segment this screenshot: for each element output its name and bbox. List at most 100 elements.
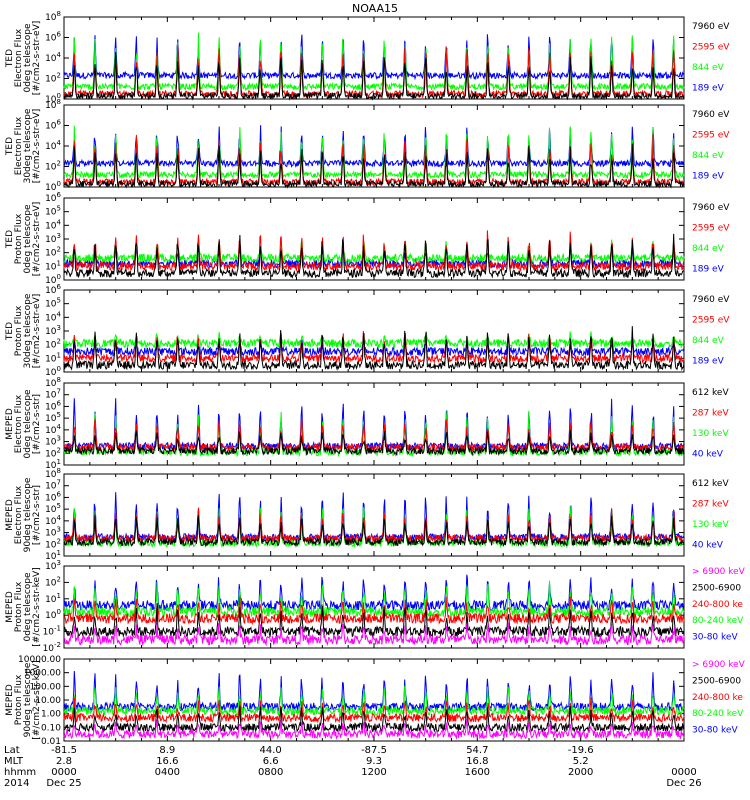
y-tick-label: 10.00 bbox=[35, 696, 61, 706]
y-axis-label: TED bbox=[5, 230, 15, 249]
legend-entry: 287 keV bbox=[692, 409, 729, 419]
y-tick-label: 106 bbox=[45, 31, 61, 44]
series-line-612-kev bbox=[63, 515, 685, 548]
series-line-7960-ev bbox=[63, 143, 685, 189]
panel-8: 0.01 0.10 1.00 10.00 100.00 1000.00 10000.00 ME… bbox=[5, 655, 746, 747]
y-tick-label: 101 bbox=[45, 592, 61, 605]
x-tick-label: 16.8 bbox=[466, 756, 488, 767]
series-line-287-kev bbox=[63, 507, 685, 544]
y-tick-label: 106 bbox=[45, 119, 61, 132]
y-tick-label: 102 bbox=[45, 160, 61, 173]
y-tick-label: 10000.00 bbox=[18, 655, 61, 665]
y-tick-label: 106 bbox=[45, 399, 61, 412]
y-tick-label: 107 bbox=[45, 388, 61, 401]
y-axis-label: Electron Flux bbox=[14, 116, 24, 175]
y-tick-label: 100 bbox=[45, 273, 61, 286]
y-tick-label: 104 bbox=[45, 310, 61, 323]
legend-entry: 30-80 keV bbox=[692, 633, 738, 643]
y-axis-label: 0deg telescope bbox=[23, 572, 33, 642]
y-axis-label: 30deg telescope bbox=[23, 108, 33, 183]
x-tick-label: 1200 bbox=[361, 767, 386, 778]
y-axis-label: 90deg telescope bbox=[23, 477, 33, 552]
chart-title: NOAA15 bbox=[352, 2, 398, 15]
legend-entry: 80-240 keV bbox=[692, 709, 744, 719]
legend-entry: 287 keV bbox=[692, 500, 729, 510]
series-line-189-ev bbox=[63, 337, 685, 358]
series-line-30-80-kev bbox=[63, 670, 685, 713]
x-tick-label: -19.6 bbox=[568, 745, 594, 756]
panel-7: 10-2 10-1 100 101 102 103 MEPED Proton Flux 0deg… bbox=[5, 559, 746, 654]
y-axis-label: [#/cm2-s-str-eV] bbox=[32, 294, 42, 369]
y-axis-label: [#/cm2-s-str] bbox=[32, 485, 42, 545]
y-tick-label: 105 bbox=[45, 297, 61, 310]
y-axis-label: 90deg telescope bbox=[23, 662, 33, 737]
x-row-label-mlt: MLT bbox=[4, 756, 24, 767]
legend-entry: 240-800 ke bbox=[692, 600, 743, 610]
y-axis-label: TED bbox=[5, 49, 15, 68]
y-axis-label: Electron Flux bbox=[14, 28, 24, 87]
y-tick-label: 102 bbox=[45, 338, 61, 351]
y-axis-label: Proton Flux bbox=[14, 305, 24, 356]
y-axis-label: Electron Flux bbox=[14, 394, 24, 453]
y-axis-label: 30deg telescope bbox=[23, 293, 33, 368]
y-axis-label: Proton Flux bbox=[14, 581, 24, 632]
legend-entry: 40 keV bbox=[692, 541, 724, 551]
y-tick-label: 100.00 bbox=[30, 682, 62, 692]
series-line-2500-6900 bbox=[63, 603, 685, 639]
series-line-2595-ev bbox=[63, 331, 685, 364]
x-tick-label: 5.2 bbox=[573, 756, 589, 767]
x-tick-label: 44.0 bbox=[260, 745, 282, 756]
panel-2: 100 102 104 106 108 TED Electron Flux 30deg tel… bbox=[5, 98, 730, 193]
legend-entry: 844 eV bbox=[692, 151, 725, 161]
y-axis-label: 0deg telescope bbox=[23, 389, 33, 459]
legend-entry: 2595 eV bbox=[692, 131, 730, 141]
y-tick-label: 103 bbox=[45, 526, 61, 539]
series-line-7960-ev bbox=[63, 51, 685, 101]
y-tick-label: 104 bbox=[45, 51, 61, 64]
x-tick-label: 1600 bbox=[465, 767, 490, 778]
legend-entry: 80-240 keV bbox=[692, 616, 744, 626]
legend-entry: 40 keV bbox=[692, 450, 724, 460]
legend-entry: 2595 eV bbox=[692, 224, 730, 234]
x-row-label-lat: Lat bbox=[4, 745, 20, 756]
legend-entry: 189 eV bbox=[692, 84, 725, 94]
y-tick-label: 104 bbox=[45, 218, 61, 231]
x-tick-label: 54.7 bbox=[466, 745, 488, 756]
series-line-189-ev bbox=[63, 125, 685, 169]
y-tick-label: 101 bbox=[45, 259, 61, 272]
y-axis-label: MEPED bbox=[5, 684, 15, 716]
series-line-240-800-ke bbox=[63, 697, 685, 724]
y-tick-label: 1.00 bbox=[41, 710, 61, 720]
series-line-2595-ev bbox=[63, 230, 685, 273]
series-line-80-240-kev bbox=[63, 685, 685, 717]
legend-entry: 7960 eV bbox=[692, 295, 730, 305]
legend-entry: 130 keV bbox=[692, 429, 729, 439]
x-tick-label: -81.5 bbox=[51, 745, 77, 756]
legend-entry: 612 keV bbox=[692, 388, 729, 398]
y-tick-label: 102 bbox=[45, 246, 61, 259]
panel-frame bbox=[63, 197, 685, 281]
y-tick-label: 100 bbox=[45, 92, 61, 105]
series-line-240-800-ke bbox=[63, 596, 685, 626]
y-tick-label: 100 bbox=[45, 365, 61, 378]
y-axis-label: 0deg telescope bbox=[23, 23, 33, 93]
y-tick-label: 104 bbox=[45, 139, 61, 152]
y-tick-label: 105 bbox=[45, 205, 61, 218]
legend-entry: 2500-6900 bbox=[692, 676, 741, 686]
series-line-7960-ev bbox=[63, 233, 685, 279]
x-tick-label: 0000 bbox=[51, 767, 76, 778]
series-line-2500-6900 bbox=[63, 705, 685, 734]
y-tick-label: 105 bbox=[45, 502, 61, 515]
y-tick-label: 107 bbox=[45, 479, 61, 492]
legend-entry: 189 eV bbox=[692, 357, 725, 367]
series-line--6900-kev bbox=[63, 622, 685, 647]
legend-entry: 2500-6900 bbox=[692, 583, 741, 593]
y-axis-label: MEPED bbox=[5, 408, 15, 440]
series-line-612-kev bbox=[63, 430, 685, 457]
